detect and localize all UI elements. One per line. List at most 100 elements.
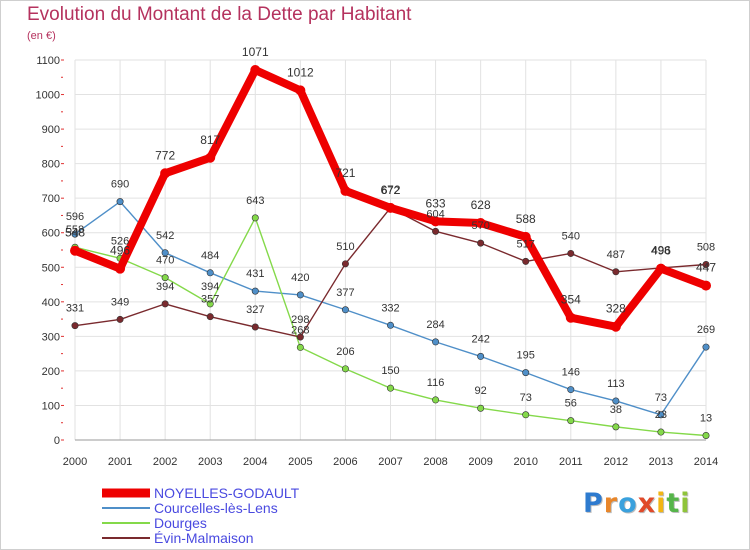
y-tick-label: 300 <box>42 331 60 343</box>
data-point <box>432 338 440 346</box>
data-label: 570 <box>471 220 489 232</box>
logo-letter: x <box>637 488 657 519</box>
data-label: 377 <box>336 287 354 299</box>
data-point <box>702 343 710 351</box>
data-label: 1071 <box>242 45 269 59</box>
data-label: 643 <box>246 195 264 207</box>
data-point <box>430 216 441 227</box>
y-tick-label: 1000 <box>36 90 60 102</box>
data-label: 242 <box>471 333 489 345</box>
data-point <box>116 198 124 206</box>
data-point <box>567 417 575 425</box>
data-point <box>70 245 80 256</box>
data-label: 517 <box>517 238 535 250</box>
data-point <box>386 321 394 329</box>
data-label: 206 <box>336 346 354 358</box>
data-point <box>432 227 440 235</box>
logo-letter: t <box>666 488 681 519</box>
y-tick-label: 0 <box>54 435 60 447</box>
data-label: 628 <box>471 198 491 212</box>
data-label: 548 <box>65 226 85 240</box>
data-point <box>161 274 169 282</box>
data-point <box>612 423 620 431</box>
data-label: 817 <box>200 133 220 147</box>
data-label: 431 <box>246 268 264 280</box>
data-point <box>296 291 304 299</box>
x-tick-label: 2014 <box>694 456 718 468</box>
data-point <box>251 323 259 331</box>
chart-title: Evolution du Montant de la Dette par Hab… <box>27 4 412 25</box>
y-tick-label: 1100 <box>36 55 60 67</box>
data-point <box>657 411 665 419</box>
data-label: 394 <box>201 281 219 293</box>
series-layer <box>70 65 711 440</box>
data-point <box>71 322 79 330</box>
y-tick-label: 400 <box>42 297 60 309</box>
data-point <box>522 369 530 377</box>
x-tick-label: 2008 <box>423 456 447 468</box>
data-label: 13 <box>700 413 712 425</box>
data-point <box>161 249 169 257</box>
data-point <box>567 249 575 257</box>
data-label: 484 <box>201 250 219 262</box>
data-label: 498 <box>652 245 670 257</box>
data-label: 328 <box>606 302 626 316</box>
data-label: 604 <box>426 208 444 220</box>
data-label: 332 <box>381 302 399 314</box>
data-label: 510 <box>336 241 354 253</box>
data-label: 146 <box>562 367 580 379</box>
data-label: 284 <box>426 319 444 331</box>
data-label: 56 <box>565 398 577 410</box>
data-point <box>610 321 621 332</box>
x-tick-label: 2006 <box>333 456 357 468</box>
data-point <box>295 85 306 96</box>
y-tick-label: 600 <box>42 228 60 240</box>
data-point <box>432 396 440 404</box>
data-label: 38 <box>610 404 622 416</box>
data-point <box>475 218 486 229</box>
data-label: 540 <box>562 230 580 242</box>
x-tick-label: 2011 <box>559 456 583 468</box>
data-point <box>386 384 394 392</box>
data-point <box>116 315 124 323</box>
data-label: 354 <box>561 293 581 307</box>
x-tick-label: 2012 <box>604 456 628 468</box>
proxiti-logo: Proxiti <box>583 488 691 519</box>
logo-letter: P <box>583 488 604 519</box>
data-label: 588 <box>516 212 536 226</box>
x-tick-label: 2013 <box>649 456 673 468</box>
data-point <box>296 343 304 351</box>
data-point <box>655 263 666 274</box>
axes: 0 100 200 300 400 500 600 700 800 900 1000 1100 2000… <box>36 55 719 468</box>
data-label: 558 <box>66 224 84 236</box>
data-point <box>341 260 349 268</box>
data-label: 298 <box>291 314 309 326</box>
data-label: 195 <box>517 350 535 362</box>
unit-label: (en €) <box>27 30 56 42</box>
data-label: 496 <box>651 244 671 258</box>
data-point <box>522 257 530 265</box>
data-label: 327 <box>246 304 264 316</box>
data-label: 596 <box>66 211 84 223</box>
data-label: 73 <box>655 392 667 404</box>
data-label: 394 <box>156 281 174 293</box>
data-label: 420 <box>291 272 309 284</box>
data-label: 672 <box>380 183 400 197</box>
data-label: 526 <box>111 235 129 247</box>
data-label: 633 <box>426 196 446 210</box>
x-tick-label: 2004 <box>243 456 267 468</box>
data-labels: 596 690 542 484 431 420 377 332 284 242 195 146 113 7… <box>65 45 716 424</box>
logo-letter: o <box>618 488 638 519</box>
data-point <box>522 411 530 419</box>
data-label: 1012 <box>287 65 314 79</box>
data-label: 508 <box>697 242 715 254</box>
data-label: 331 <box>66 303 84 315</box>
x-tick-label: 2009 <box>468 456 492 468</box>
y-tick-label: 900 <box>42 124 60 136</box>
data-label: 150 <box>381 365 399 377</box>
data-label: 690 <box>111 179 129 191</box>
y-tick-label: 200 <box>42 366 60 378</box>
x-tick-label: 2000 <box>63 456 87 468</box>
data-label: 357 <box>201 294 219 306</box>
x-tick-label: 2007 <box>378 456 402 468</box>
